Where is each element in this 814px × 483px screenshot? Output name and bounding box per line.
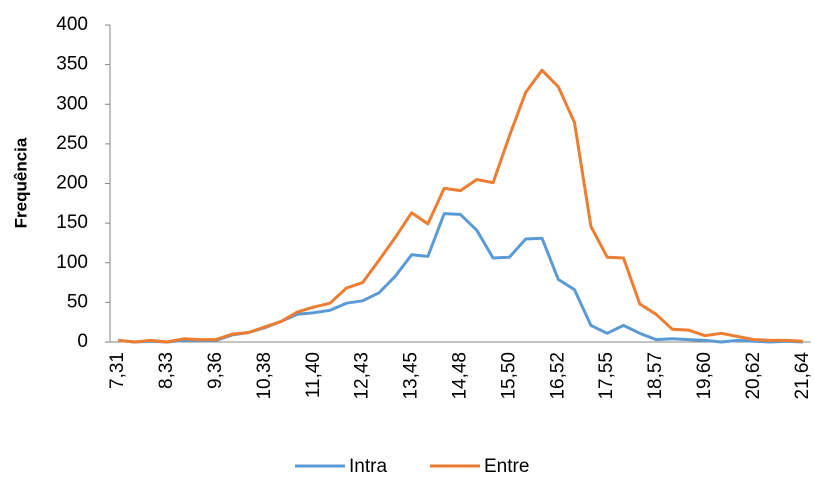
x-tick-label: 14,48	[449, 352, 470, 400]
x-tick-label: 10,38	[254, 352, 275, 400]
y-tick-label: 400	[56, 14, 88, 35]
x-tick-label: 11,40	[303, 352, 324, 398]
x-tick-label: 8,33	[156, 352, 177, 389]
y-tick-label: 350	[56, 54, 88, 75]
x-tick-label: 7,31	[107, 352, 128, 389]
x-tick-label: 17,55	[596, 352, 617, 400]
y-tick-label: 150	[56, 212, 88, 233]
x-tick-label: 21,64	[792, 352, 813, 400]
y-tick-label: 200	[56, 173, 88, 194]
x-tick-label: 19,60	[694, 352, 715, 400]
x-tick-label: 16,52	[547, 352, 568, 400]
x-tick-label: 15,50	[498, 352, 519, 400]
series-line	[118, 212, 803, 344]
y-tick-label: 100	[56, 252, 88, 273]
x-tick-label: 9,36	[205, 352, 226, 389]
y-tick-label: 300	[56, 93, 88, 114]
x-tick-label: 18,57	[645, 352, 666, 400]
y-tick-label: 50	[67, 291, 88, 312]
legend-label: Entre	[484, 456, 529, 477]
x-tick-label: 12,43	[352, 352, 373, 400]
x-tick-label: 20,62	[743, 352, 764, 400]
y-axis-title: Frequência	[11, 137, 30, 228]
y-tick-label: 0	[77, 331, 88, 352]
x-tick-label: 13,45	[401, 352, 422, 400]
y-tick-label: 250	[56, 133, 88, 154]
legend-label: Intra	[349, 456, 387, 477]
series-line	[118, 68, 803, 344]
